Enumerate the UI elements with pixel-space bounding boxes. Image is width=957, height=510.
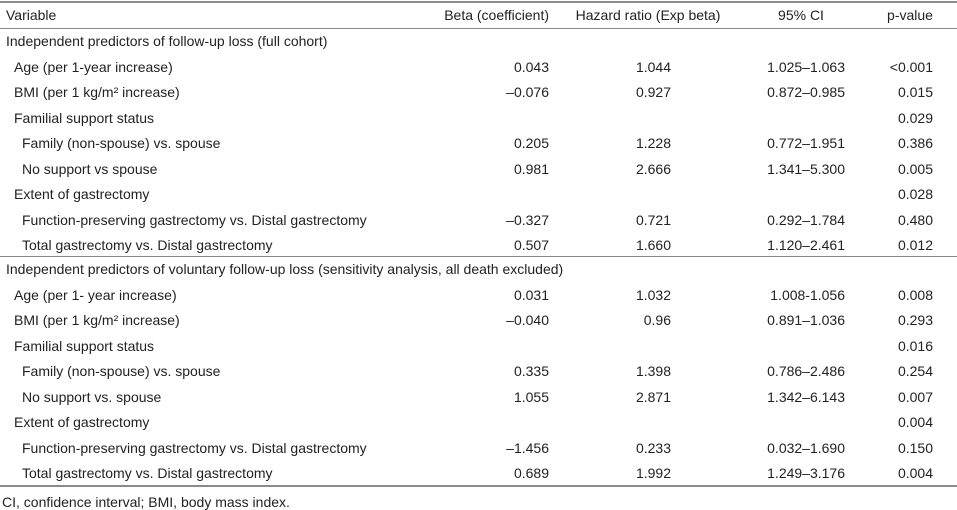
row-label: Function-preserving gastrectomy vs. Dist… — [22, 439, 367, 456]
row-label: Extent of gastrectomy — [14, 186, 150, 202]
cell: 0.233 — [635, 439, 671, 456]
cell: 0.927 — [635, 84, 671, 100]
section-title: Independent predictors of voluntary foll… — [6, 261, 564, 277]
cell: 0.507 — [513, 237, 549, 253]
rule — [0, 485, 957, 487]
cell: 0.772–1.951 — [767, 135, 845, 151]
cell: –0.076 — [506, 84, 549, 100]
cell: 1.228 — [635, 135, 671, 151]
column-header: 95% CI — [778, 7, 824, 23]
cell: 2.871 — [635, 388, 671, 405]
row-label: Function-preserving gastrectomy vs. Dist… — [22, 211, 367, 228]
cell: 0.005 — [897, 160, 933, 177]
cell: 0.981 — [513, 160, 549, 177]
row-label: Familial support status — [14, 337, 155, 354]
cell: 0.012 — [897, 237, 933, 253]
column-header: Hazard ratio (Exp beta) — [575, 7, 721, 23]
cell: 0.015 — [897, 84, 933, 100]
cell: 0.254 — [897, 363, 933, 379]
row-label: Age (per 1- year increase) — [14, 286, 177, 303]
cell: <0.001 — [889, 58, 933, 75]
rule — [0, 28, 957, 29]
cell: 0.032–1.690 — [767, 439, 845, 456]
cell: 0.031 — [513, 286, 549, 303]
cell: 1.249–3.176 — [767, 465, 845, 481]
cell: 1.055 — [513, 388, 549, 405]
row-label: BMI (per 1 kg/m² increase) — [14, 84, 180, 100]
rule — [0, 256, 957, 257]
rule — [0, 1, 957, 3]
cell: 0.043 — [513, 58, 549, 75]
cell: 0.786–2.486 — [767, 363, 845, 379]
cell: 0.891–1.036 — [767, 312, 845, 328]
row-label: Extent of gastrectomy — [14, 414, 150, 430]
cell: 1.032 — [635, 286, 671, 303]
cell: 1.660 — [635, 237, 671, 253]
cell: 0.029 — [897, 109, 933, 126]
cell: 0.96 — [643, 312, 671, 328]
row-label: Family (non-spouse) vs. spouse — [22, 135, 221, 151]
footnote: CI, confidence interval; BMI, body mass … — [2, 494, 290, 510]
cell: 1.025–1.063 — [767, 58, 845, 75]
column-header: Variable — [6, 7, 57, 23]
cell: 0.028 — [897, 186, 933, 202]
cell: 0.205 — [513, 135, 549, 151]
row-label: Total gastrectomy vs. Distal gastrectomy — [22, 237, 273, 253]
row-label: Familial support status — [14, 109, 155, 126]
row-label: Total gastrectomy vs. Distal gastrectomy — [22, 465, 273, 481]
cell: 0.721 — [635, 211, 671, 228]
column-header: Beta (coefficient) — [444, 7, 549, 23]
cell: 0.004 — [897, 465, 933, 481]
cell: 1.342–6.143 — [767, 388, 845, 405]
cell: 0.007 — [897, 388, 933, 405]
cell: 0.150 — [897, 439, 933, 456]
cell: –1.456 — [506, 439, 549, 456]
cell: 1.120–2.461 — [767, 237, 845, 253]
cell: 1.398 — [635, 363, 671, 379]
section-title: Independent predictors of follow-up loss… — [6, 33, 328, 49]
cell: 0.335 — [513, 363, 549, 379]
cell: 0.480 — [897, 211, 933, 228]
row-label: No support vs spouse — [22, 160, 158, 177]
cell: 2.666 — [635, 160, 671, 177]
column-header: p-value — [887, 7, 933, 23]
cell: 1.008-1.056 — [770, 286, 845, 303]
row-label: Age (per 1-year increase) — [14, 58, 173, 75]
cell: 0.004 — [897, 414, 933, 430]
cell: 0.016 — [897, 337, 933, 354]
cell: –0.327 — [506, 211, 549, 228]
row-label: No support vs. spouse — [22, 388, 162, 405]
cell: 1.044 — [635, 58, 671, 75]
row-label: Family (non-spouse) vs. spouse — [22, 363, 221, 379]
cell: –0.040 — [506, 312, 549, 328]
cell: 0.872–0.985 — [767, 84, 845, 100]
cell: 0.008 — [897, 286, 933, 303]
cell: 0.386 — [897, 135, 933, 151]
row-label: BMI (per 1 kg/m² increase) — [14, 312, 180, 328]
cell: 0.689 — [513, 465, 549, 481]
cell: 0.293 — [897, 312, 933, 328]
cell: 0.292–1.784 — [767, 211, 845, 228]
cell: 1.341–5.300 — [767, 160, 845, 177]
cell: 1.992 — [635, 465, 671, 481]
